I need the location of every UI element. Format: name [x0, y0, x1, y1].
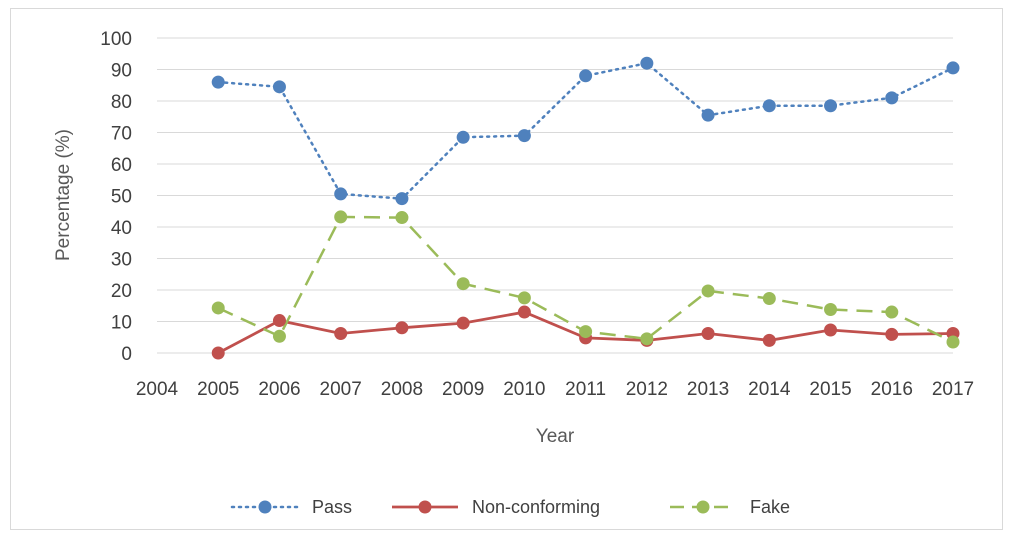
- legend-label-fake: Fake: [750, 497, 790, 517]
- legend-label-non-conforming: Non-conforming: [472, 497, 600, 517]
- series-line-pass: [216, 61, 955, 200]
- x-tick-label: 2012: [626, 379, 668, 400]
- data-point-pass-2005: [211, 75, 225, 89]
- y-tick-labels: 0 10 20 30 40 50 60 70 80 90 100: [100, 29, 132, 365]
- data-point-non-conforming-2009: [456, 316, 470, 330]
- data-point-pass-2009: [456, 130, 470, 144]
- legend-marker-fake: [696, 500, 710, 514]
- data-point-pass-2008: [395, 192, 409, 206]
- data-point-pass-2011: [579, 69, 593, 83]
- legend-label-pass: Pass: [312, 497, 352, 517]
- chart-frame: [10, 8, 1003, 530]
- data-point-pass-2013: [701, 108, 715, 122]
- data-point-fake-2007: [334, 210, 348, 224]
- data-point-non-conforming-2006: [272, 314, 286, 328]
- legend-marker-pass: [258, 500, 272, 514]
- data-point-non-conforming-2015: [824, 323, 838, 337]
- y-tick-label: 30: [111, 250, 132, 271]
- y-tick-label: 0: [121, 344, 132, 365]
- data-point-pass-2010: [517, 129, 531, 143]
- data-point-non-conforming-2010: [517, 305, 531, 319]
- y-tick-label: 50: [111, 187, 132, 208]
- x-axis-title: Year: [536, 426, 575, 447]
- series-lines: [216, 61, 955, 355]
- y-tick-label: 60: [111, 155, 132, 176]
- y-tick-label: 80: [111, 92, 132, 113]
- x-tick-label: 2007: [320, 379, 362, 400]
- legend: Pass Non-conforming Fake: [230, 497, 790, 517]
- y-tick-label: 20: [111, 281, 132, 302]
- data-point-pass-2006: [272, 80, 286, 94]
- data-point-fake-2017: [946, 335, 960, 349]
- data-point-fake-2016: [885, 305, 899, 319]
- x-tick-label: 2009: [442, 379, 484, 400]
- x-tick-label: 2010: [503, 379, 545, 400]
- data-point-fake-2011: [579, 325, 593, 339]
- data-point-fake-2005: [211, 301, 225, 315]
- data-point-non-conforming-2016: [885, 327, 899, 341]
- data-point-pass-2012: [640, 56, 654, 70]
- series-line-fake: [217, 215, 954, 344]
- data-point-fake-2015: [824, 303, 838, 317]
- y-tick-label: 10: [111, 313, 132, 334]
- data-point-fake-2014: [762, 292, 776, 306]
- x-tick-label: 2016: [871, 379, 913, 400]
- data-point-fake-2009: [456, 277, 470, 291]
- y-tick-label: 100: [100, 29, 132, 50]
- x-tick-label: 2011: [565, 379, 606, 400]
- data-point-non-conforming-2005: [211, 346, 225, 360]
- x-tick-label: 2004: [136, 379, 179, 400]
- data-point-pass-2007: [334, 187, 348, 201]
- x-tick-label: 2005: [197, 379, 239, 400]
- data-point-pass-2016: [885, 91, 899, 105]
- x-tick-label: 2014: [748, 379, 791, 400]
- data-point-fake-2008: [395, 211, 409, 225]
- legend-marker-non-conforming: [418, 500, 432, 514]
- x-tick-labels: 2004 2005 2006 2007 2008 2009 2010 2011 2012 2013…: [136, 379, 974, 400]
- data-point-pass-2017: [946, 61, 960, 75]
- series-points: [211, 56, 960, 360]
- data-point-non-conforming-2013: [701, 326, 715, 340]
- data-point-fake-2010: [517, 291, 531, 305]
- x-tick-label: 2017: [932, 379, 974, 400]
- data-point-fake-2012: [640, 332, 654, 346]
- y-tick-label: 70: [111, 124, 132, 145]
- x-tick-label: 2008: [381, 379, 423, 400]
- data-point-fake-2006: [272, 329, 286, 343]
- y-tick-label: 40: [111, 218, 132, 239]
- x-tick-label: 2015: [809, 379, 851, 400]
- y-tick-label: 90: [111, 61, 132, 82]
- data-point-pass-2014: [762, 99, 776, 113]
- data-point-non-conforming-2014: [762, 333, 776, 347]
- data-point-fake-2013: [701, 284, 715, 298]
- y-axis-title: Percentage (%): [53, 129, 74, 261]
- data-point-non-conforming-2008: [395, 321, 409, 335]
- x-tick-label: 2006: [258, 379, 300, 400]
- data-point-non-conforming-2007: [334, 326, 348, 340]
- x-tick-label: 2013: [687, 379, 729, 400]
- data-point-pass-2015: [824, 99, 838, 113]
